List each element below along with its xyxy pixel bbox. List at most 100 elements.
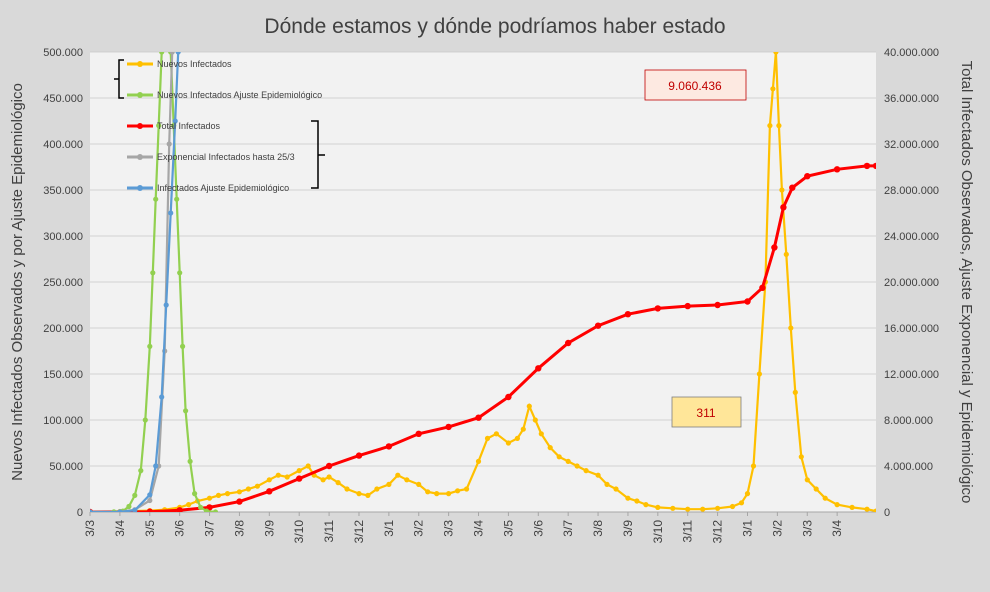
data-point: [180, 343, 186, 349]
data-point: [833, 166, 841, 173]
total-callout-box: [644, 69, 747, 101]
data-point: [475, 414, 482, 421]
left-axis-label: Nuevos Infectados Observados y por Ajust…: [9, 83, 26, 481]
legend: Nuevos Infectados Nuevos Infectados Ajust…: [114, 59, 325, 193]
right-axis-label: Total Infectados Observados, Ajuste Expo…: [958, 61, 975, 504]
data-point: [565, 458, 571, 464]
x-tick-label: 3/4: [830, 520, 844, 537]
left-axis: 0 50.000 100.000 150.000 200.000 250.000 300.0…: [43, 47, 83, 519]
data-point: [670, 505, 676, 511]
data-point: [147, 497, 153, 504]
data-point: [296, 468, 302, 474]
left-tick-label: 350.000: [43, 185, 83, 197]
data-point: [505, 440, 511, 446]
data-point: [863, 162, 871, 170]
left-tick-label: 500.000: [43, 47, 83, 59]
left-tick-label: 200.000: [43, 323, 83, 335]
data-point: [864, 506, 870, 512]
legend-label: Infectados Ajuste Epidemiológico: [157, 183, 289, 193]
data-point: [613, 486, 619, 492]
new-callout-box: [671, 396, 742, 428]
data-point: [532, 417, 538, 423]
data-point: [415, 430, 422, 437]
data-point: [305, 463, 311, 469]
data-point: [700, 506, 706, 512]
data-point: [215, 492, 222, 498]
data-point: [186, 502, 192, 508]
data-point: [849, 504, 855, 510]
data-point: [684, 302, 691, 310]
x-tick-label: 3/3: [442, 520, 456, 537]
data-point: [767, 123, 773, 129]
data-point: [132, 507, 138, 512]
data-point: [634, 498, 640, 504]
new-callout-value: 311: [696, 406, 715, 420]
series-nuevos-infectados-ajuste-epidemiolo-gico: [90, 52, 219, 512]
left-tick-label: 250.000: [43, 277, 83, 289]
data-point: [798, 454, 804, 460]
data-point: [166, 141, 172, 147]
right-tick-label: 12.000.000: [884, 369, 939, 381]
x-tick-label: 3/1: [740, 520, 754, 537]
data-point: [147, 492, 153, 498]
legend-label: Exponencial Infectados hasta 25/3: [157, 152, 295, 162]
x-tick-label: 3/5: [143, 520, 157, 537]
data-point: [404, 477, 410, 483]
data-point: [813, 486, 819, 492]
data-point: [804, 173, 811, 180]
data-point: [425, 489, 431, 495]
left-tick-label: 100.000: [43, 415, 83, 427]
left-tick-label: 0: [77, 507, 83, 519]
data-point: [445, 423, 452, 431]
data-point: [750, 463, 757, 469]
data-point: [275, 472, 281, 478]
data-point: [655, 504, 661, 510]
legend-marker: [137, 61, 143, 67]
data-point: [254, 483, 260, 489]
data-point: [744, 298, 751, 305]
data-point: [822, 495, 828, 501]
x-tick-label: 3/3: [800, 520, 814, 537]
x-tick-label: 3/12: [711, 520, 725, 544]
data-point: [715, 505, 721, 511]
data-point: [773, 52, 779, 55]
series-line: [90, 52, 180, 512]
data-point: [594, 322, 602, 329]
x-axis: 3/3 3/4 3/5 3/6 3/7 3/8 3/9 3/10 3/11 3/12 3/1 3/2 3…: [83, 511, 876, 544]
data-point: [484, 435, 491, 441]
left-tick-label: 50.000: [49, 461, 83, 473]
total-callout-value: 9.060.436: [668, 79, 722, 93]
data-point: [770, 86, 776, 92]
chart-title: Dónde estamos y dónde podríamos haber es…: [264, 15, 725, 38]
legend-bracket-left: [114, 59, 124, 99]
x-tick-label: 3/1: [382, 520, 396, 537]
data-point: [212, 509, 219, 512]
data-point: [654, 305, 661, 312]
data-point: [514, 435, 521, 441]
data-point: [714, 301, 721, 309]
data-point: [176, 507, 183, 512]
data-point: [574, 463, 580, 469]
series-infectados-ajuste-epidemiolo-gico: [90, 52, 181, 512]
data-point: [245, 486, 251, 492]
data-point: [446, 491, 452, 497]
data-point: [455, 488, 461, 494]
data-point: [565, 339, 572, 347]
data-point: [520, 426, 526, 432]
left-tick-label: 150.000: [43, 369, 83, 381]
data-point: [595, 472, 601, 478]
data-point: [117, 509, 123, 512]
callouts: 9.060.436 311: [644, 69, 747, 428]
data-point: [783, 251, 789, 257]
data-point: [804, 477, 810, 483]
legend-label: Total Infectados: [157, 121, 221, 131]
data-point: [434, 491, 440, 497]
right-tick-label: 16.000.000: [884, 323, 939, 335]
x-tick-label: 3/6: [173, 520, 187, 537]
data-point: [395, 472, 401, 478]
data-point: [224, 491, 231, 497]
data-point: [771, 244, 778, 251]
x-tick-label: 3/10: [292, 520, 306, 544]
data-point: [738, 500, 745, 506]
